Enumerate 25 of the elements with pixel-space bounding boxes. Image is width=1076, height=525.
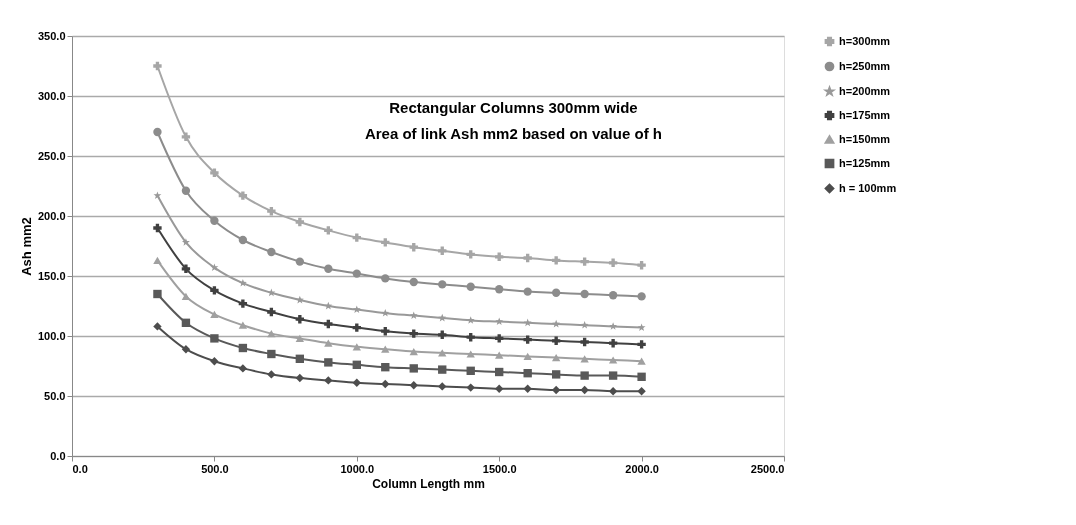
text: Rectangular Columns 300mm wide [389,99,638,116]
legend-label: h=300mm [839,34,891,47]
legend-label: h=250mm [839,59,891,72]
y-tick-label: 100.0 [37,329,66,342]
x-tick-label: 2500.0 [750,462,785,475]
y-tick-label: 200.0 [37,209,66,222]
x-tick-label: 1500.0 [482,462,517,475]
legend-label: h=150mm [839,132,891,145]
y-tick-label: 150.0 [37,269,66,282]
x-tick-label: 500.0 [201,462,229,475]
y-axis-title: Ash mm2 [18,217,34,276]
x-axis-title: Column Length mm [372,476,485,491]
y-tick-label: 350.0 [37,29,66,42]
text: Area of link Ash mm2 based on value of h [364,125,662,142]
legend-label: h = 100mm [839,181,897,194]
x-tick-label: 0.0 [72,462,88,475]
y-tick-label: 250.0 [37,149,66,162]
x-tick-label: 1000.0 [340,462,375,475]
y-tick-label: 50.0 [44,389,66,402]
x-tick-label: 2000.0 [625,462,659,475]
legend-label: h=200mm [839,84,891,97]
legend-label: h=175mm [839,108,891,121]
y-tick-label: 0.0 [50,449,66,462]
y-tick-label: 300.0 [37,89,66,102]
legend-label: h=125mm [839,156,891,169]
